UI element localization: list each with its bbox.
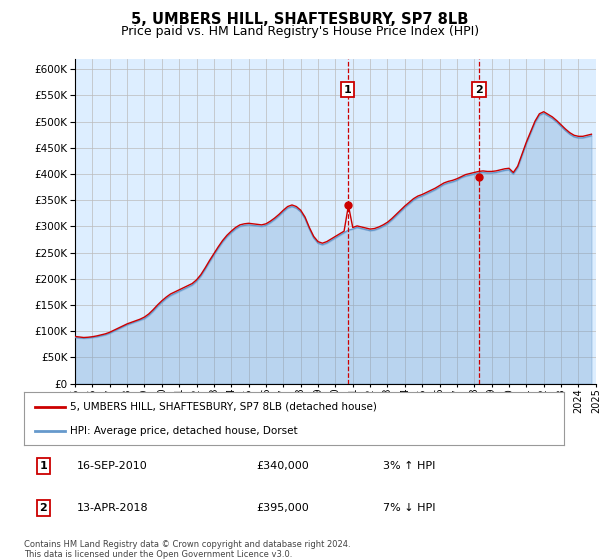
Text: 7% ↓ HPI: 7% ↓ HPI (383, 503, 436, 513)
Text: 5, UMBERS HILL, SHAFTESBURY, SP7 8LB (detached house): 5, UMBERS HILL, SHAFTESBURY, SP7 8LB (de… (70, 402, 377, 412)
Text: £340,000: £340,000 (256, 461, 308, 471)
Text: 5, UMBERS HILL, SHAFTESBURY, SP7 8LB: 5, UMBERS HILL, SHAFTESBURY, SP7 8LB (131, 12, 469, 27)
Text: 2: 2 (40, 503, 47, 513)
Text: Contains HM Land Registry data © Crown copyright and database right 2024.
This d: Contains HM Land Registry data © Crown c… (24, 540, 350, 559)
Text: Price paid vs. HM Land Registry's House Price Index (HPI): Price paid vs. HM Land Registry's House … (121, 25, 479, 38)
Text: 1: 1 (40, 461, 47, 471)
Text: 2: 2 (475, 85, 483, 95)
Text: HPI: Average price, detached house, Dorset: HPI: Average price, detached house, Dors… (70, 426, 298, 436)
Text: 13-APR-2018: 13-APR-2018 (76, 503, 148, 513)
Text: 16-SEP-2010: 16-SEP-2010 (76, 461, 147, 471)
Text: £395,000: £395,000 (256, 503, 308, 513)
Text: 3% ↑ HPI: 3% ↑ HPI (383, 461, 435, 471)
Text: 1: 1 (344, 85, 352, 95)
